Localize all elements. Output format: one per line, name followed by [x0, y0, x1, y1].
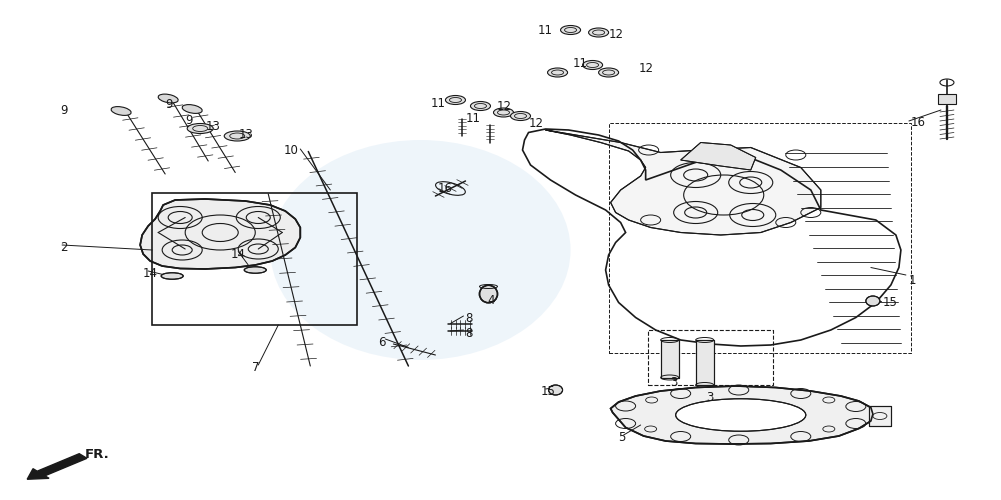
Text: 11: 11: [538, 24, 553, 38]
Bar: [661, 340, 679, 378]
Text: 14: 14: [143, 267, 158, 280]
Text: 15: 15: [541, 385, 556, 398]
Text: 11: 11: [430, 97, 445, 110]
Polygon shape: [681, 142, 756, 170]
Text: 9: 9: [185, 114, 192, 128]
Ellipse shape: [511, 112, 531, 120]
FancyArrow shape: [27, 454, 87, 479]
Ellipse shape: [561, 26, 581, 35]
Bar: [696, 340, 714, 385]
Text: 7: 7: [252, 361, 259, 374]
Text: 9: 9: [60, 104, 67, 117]
Text: 13: 13: [205, 120, 220, 132]
Text: 16: 16: [437, 182, 452, 196]
Ellipse shape: [158, 94, 178, 103]
Ellipse shape: [161, 273, 183, 279]
Ellipse shape: [445, 96, 465, 104]
Text: 15: 15: [883, 296, 898, 310]
Text: 1: 1: [909, 274, 916, 286]
Text: 16: 16: [911, 116, 926, 129]
Ellipse shape: [549, 385, 563, 395]
Ellipse shape: [244, 267, 266, 273]
Ellipse shape: [676, 399, 806, 431]
Ellipse shape: [270, 140, 571, 360]
Ellipse shape: [111, 106, 131, 116]
Bar: [869, 406, 891, 426]
Text: 12: 12: [609, 28, 624, 40]
Ellipse shape: [187, 124, 213, 134]
Ellipse shape: [583, 60, 603, 70]
Bar: [869, 406, 891, 426]
Text: 4: 4: [487, 294, 494, 306]
Text: 14: 14: [230, 248, 245, 260]
Text: 3: 3: [706, 391, 713, 404]
Text: 6: 6: [378, 336, 385, 349]
Ellipse shape: [493, 108, 514, 117]
Text: 2: 2: [60, 241, 67, 254]
Text: 3: 3: [671, 376, 678, 389]
Polygon shape: [546, 130, 821, 235]
Text: 13: 13: [238, 128, 253, 141]
Text: 12: 12: [529, 117, 544, 130]
Text: 8: 8: [465, 312, 472, 326]
Text: 11: 11: [465, 112, 480, 125]
Bar: [648, 330, 773, 385]
Bar: [696, 340, 714, 385]
Text: 12: 12: [496, 100, 512, 114]
Ellipse shape: [470, 102, 490, 110]
Text: FR.: FR.: [85, 448, 110, 460]
Ellipse shape: [479, 285, 497, 302]
Ellipse shape: [224, 131, 250, 141]
Bar: [609, 122, 911, 352]
Bar: [938, 94, 956, 104]
Ellipse shape: [866, 296, 880, 306]
Text: 8: 8: [465, 327, 472, 340]
Text: 10: 10: [283, 144, 298, 158]
Ellipse shape: [182, 104, 202, 114]
Ellipse shape: [599, 68, 619, 77]
Polygon shape: [140, 199, 300, 269]
Polygon shape: [611, 386, 873, 444]
Text: 9: 9: [165, 98, 172, 112]
Text: 5: 5: [619, 431, 626, 444]
Ellipse shape: [548, 68, 568, 77]
Text: 12: 12: [639, 62, 654, 75]
Text: 11: 11: [573, 57, 588, 70]
Ellipse shape: [589, 28, 609, 37]
Bar: [661, 340, 679, 378]
Bar: [152, 192, 357, 325]
